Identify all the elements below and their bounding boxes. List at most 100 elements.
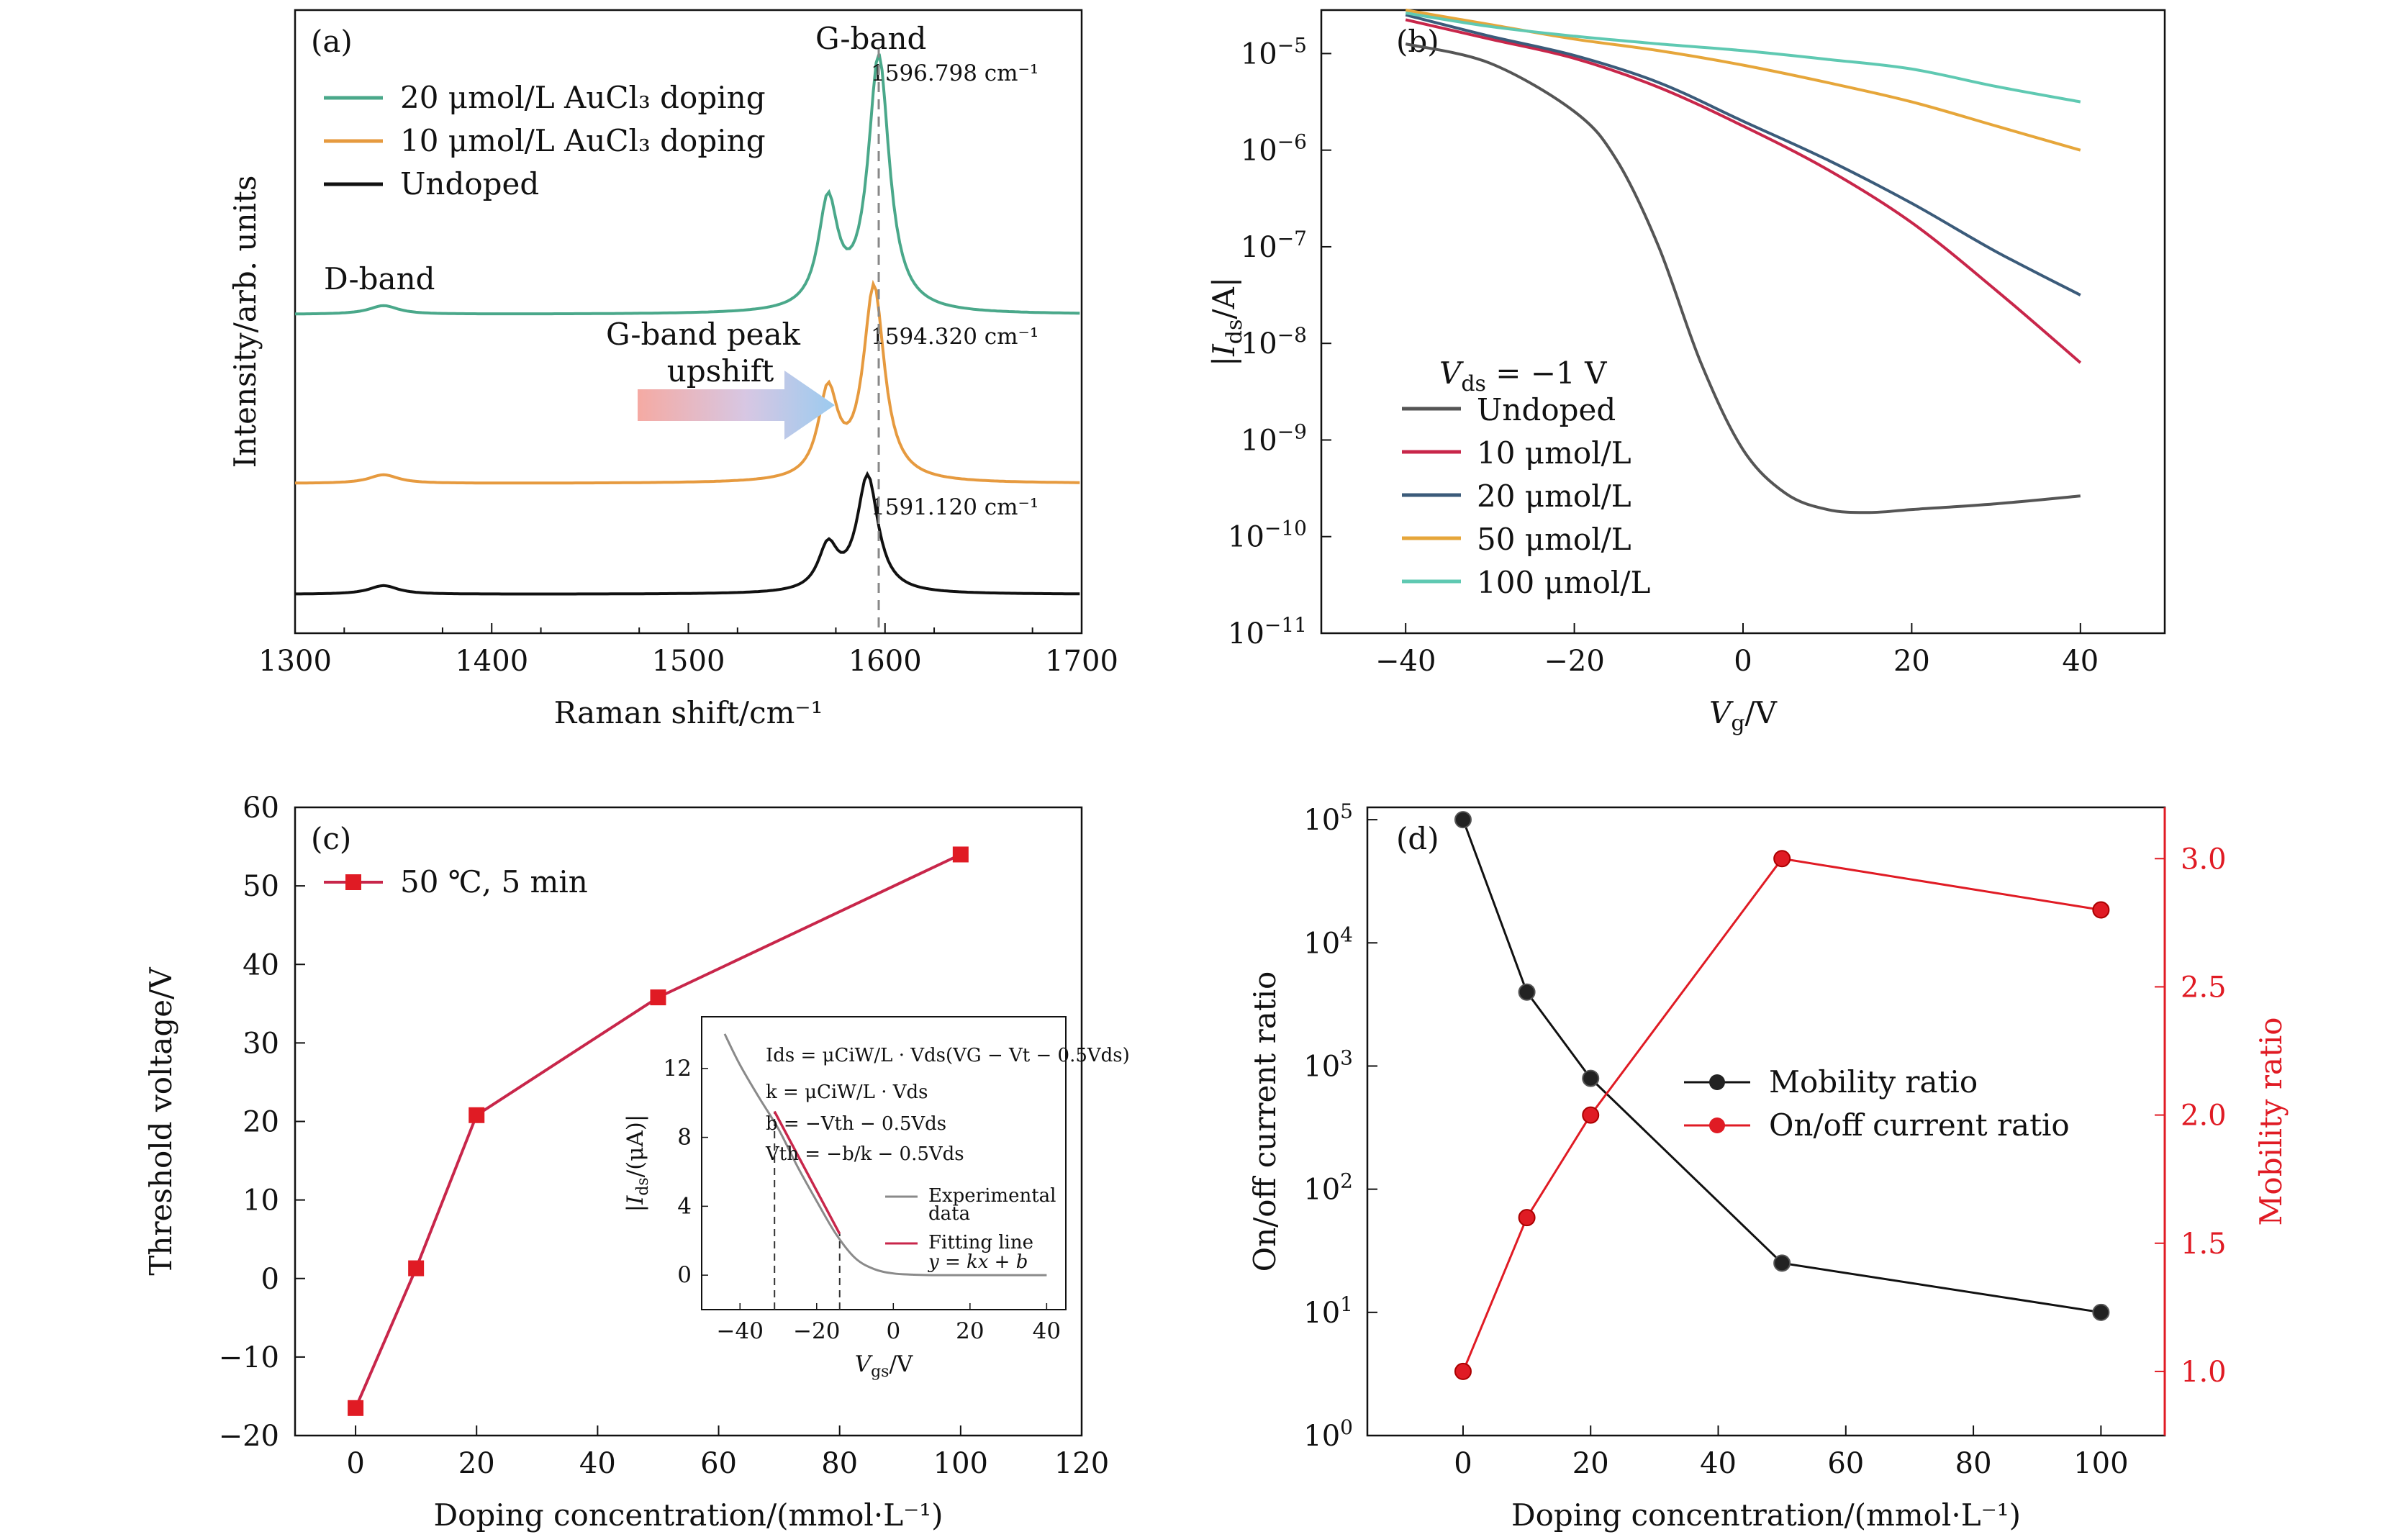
- panel-b-label: (b): [1396, 24, 1439, 59]
- panel-d-xtick-label: 80: [1955, 1447, 1992, 1480]
- panel-d-ytick-right-label: 2.0: [2181, 1100, 2227, 1133]
- panel-b-ytick-label: 10−8: [1241, 323, 1307, 361]
- panel-a-xtick-label: 1500: [652, 645, 725, 678]
- panel-c-ytick-label: −20: [219, 1420, 279, 1453]
- panel-a-spectrum: [295, 53, 1080, 316]
- panel-d-ytick-right-label: 3.0: [2181, 843, 2227, 876]
- panel-d-legend-entry: Mobility ratio: [1769, 1064, 1978, 1100]
- panel-c-marker: [469, 1107, 485, 1123]
- panel-b-legend-title: Vds = −1 V: [1439, 355, 1607, 396]
- panel-d-marker-onoff: [1773, 850, 1791, 868]
- inset-experimental-curve: [723, 1033, 1047, 1277]
- panel-c-legend-entry: 50 ℃, 5 min: [400, 864, 588, 899]
- panel-b-legend-entry: Undoped: [1477, 392, 1616, 427]
- panel-d-ytick-left-label: 100: [1303, 1415, 1353, 1453]
- panel-c-ytick-label: 50: [243, 870, 279, 903]
- panel-d-marker-onoff: [1582, 1106, 1600, 1124]
- panel-b-xtick-label: −40: [1375, 645, 1436, 678]
- panel-d-marker-onoff: [1518, 1209, 1536, 1227]
- panel-d-ytick-left-label: 104: [1303, 922, 1353, 960]
- inset-frame: [701, 1016, 1067, 1310]
- panel-a-legend-entry: 10 μmol/L AuCl₃ doping: [400, 123, 766, 158]
- panel-a-peak-label: 1596.798 cm⁻¹: [871, 60, 1038, 86]
- inset-ylabel: |Ids/(μA)|: [623, 1115, 652, 1212]
- panel-b-xtick-label: 40: [2062, 645, 2099, 678]
- panel-c-marker: [408, 1260, 425, 1277]
- panel-b-legend-entry: 100 μmol/L: [1477, 565, 1650, 600]
- panel-c-ytick-label: 20: [243, 1106, 279, 1139]
- inset-xtick-label: −20: [793, 1318, 840, 1344]
- panel-b-ylabel: |Ids/A|: [1206, 277, 1247, 366]
- inset-xtick-label: 40: [1033, 1318, 1061, 1344]
- panel-a-peak-label: 1594.320 cm⁻¹: [871, 324, 1038, 350]
- panel-d-xlabel: Doping concentration/(mmol·L⁻¹): [1511, 1497, 2021, 1533]
- inset-equation: b = −Vth − 0.5Vds: [766, 1113, 946, 1135]
- panel-b-ytick-label: 10−7: [1241, 227, 1307, 264]
- panel-d-marker-onoff: [2092, 901, 2110, 919]
- panel-a-shift-label-1: G-band peak: [606, 317, 801, 352]
- panel-d-marker-mobility: [1582, 1069, 1600, 1087]
- panel-b-curve: [1405, 9, 2081, 152]
- panel-c-marker: [650, 989, 666, 1006]
- panel-c-legend-marker: [345, 874, 361, 890]
- panel-c-marker: [952, 846, 969, 863]
- panel-a-dband-label: D-band: [324, 261, 435, 296]
- panel-d-ytick-left-label: 101: [1303, 1292, 1353, 1330]
- panel-c-ytick-label: 30: [243, 1027, 279, 1060]
- panel-a-spectrum: [295, 279, 1080, 485]
- panel-d-xtick-label: 0: [1454, 1447, 1472, 1480]
- panel-c-ytick-label: −10: [219, 1341, 279, 1374]
- panel-a-xlabel: Raman shift/cm⁻¹: [554, 695, 823, 730]
- panel-c-inset: −40 −20 0 20 40 0 4 8 12 Vgs/V |Ids/(μA)| Ids = μCi…: [623, 1016, 1130, 1381]
- panel-d-ytick-right-label: 1.0: [2181, 1356, 2227, 1389]
- panel-b-curve: [1405, 42, 2081, 514]
- inset-xtick-label: −40: [717, 1318, 764, 1344]
- panel-b-legend-entry: 20 μmol/L: [1477, 479, 1631, 514]
- panel-c-ytick-label: 40: [243, 948, 279, 981]
- panel-a-gband-label: G-band: [815, 21, 926, 56]
- panel-a-peak-label: 1591.120 cm⁻¹: [871, 494, 1038, 520]
- panel-d-ytick-right-label: 1.5: [2181, 1228, 2227, 1261]
- panel-b-ytick-label: 10−10: [1228, 517, 1307, 554]
- panel-b-xtick-label: 0: [1734, 645, 1752, 678]
- panel-c-xtick-label: 40: [579, 1447, 616, 1480]
- panel-c-xtick-label: 0: [346, 1447, 364, 1480]
- panel-d-xtick-label: 20: [1572, 1447, 1609, 1480]
- panel-d-legend-entry: On/off current ratio: [1769, 1107, 2070, 1143]
- panel-c-ytick-label: 0: [261, 1263, 279, 1296]
- panel-c-ytick-label: 10: [243, 1184, 279, 1218]
- panel-d-marker-mobility: [1454, 811, 1472, 829]
- inset-equation: Ids = μCiW/L · Vds(VG − Vt − 0.5Vds): [766, 1045, 1130, 1066]
- panel-b: −40 −20 0 20 40 10−11 10−10 10−9 10−8 10−7 10−6 10−…: [1206, 9, 2166, 736]
- panel-a-spectrum: [295, 471, 1080, 596]
- panel-d-marker-mobility: [1518, 983, 1536, 1001]
- panel-c-ylabel: Threshold voltage/V: [143, 967, 178, 1276]
- panel-a: 1300 1400 1500 1600 1700 Raman shift/cm⁻¹ Inte…: [227, 9, 1118, 730]
- panel-d-ytick-left-label: 103: [1303, 1046, 1353, 1083]
- panel-c: 0 20 40 60 80 100 120−20−100102030405060Doping…: [143, 792, 1130, 1533]
- panel-d-label: (d): [1396, 821, 1439, 856]
- panel-b-xtick-label: −20: [1544, 645, 1604, 678]
- panel-a-shift-arrow: [638, 371, 835, 440]
- panel-d-ylabel-left: On/off current ratio: [1247, 971, 1282, 1272]
- panel-c-xtick-label: 20: [458, 1447, 495, 1480]
- panel-a-legend-entry: 20 μmol/L AuCl₃ doping: [400, 80, 766, 115]
- panel-a-ylabel: Intensity/arb. units: [227, 176, 263, 468]
- panel-c-xtick-label: 120: [1054, 1447, 1109, 1480]
- panel-d-xtick-label: 40: [1700, 1447, 1737, 1480]
- panel-c-marker: [348, 1400, 364, 1416]
- panel-d-marker-mobility: [2092, 1303, 2110, 1321]
- panel-a-xtick-label: 1300: [258, 645, 332, 678]
- inset-equation: k = μCiW/L · Vds: [766, 1082, 928, 1103]
- inset-fit-line: [773, 1110, 841, 1235]
- inset-legend-entry: y = kx + b: [928, 1251, 1028, 1273]
- panel-a-xtick-label: 1400: [455, 645, 528, 678]
- panel-d: 0 20 40 60 80 100 100 101 102 103 104 105 1.0 1.5 2.0 2…: [1247, 799, 2289, 1533]
- panel-c-label: (c): [311, 821, 351, 856]
- panel-d-legend-marker: [1709, 1117, 1725, 1133]
- inset-xlabel: Vgs/V: [855, 1351, 913, 1381]
- panel-a-shift-label-2: upshift: [667, 353, 774, 389]
- panel-d-ylabel-right: Mobility ratio: [2253, 1017, 2289, 1225]
- panel-b-curve: [1405, 12, 2081, 104]
